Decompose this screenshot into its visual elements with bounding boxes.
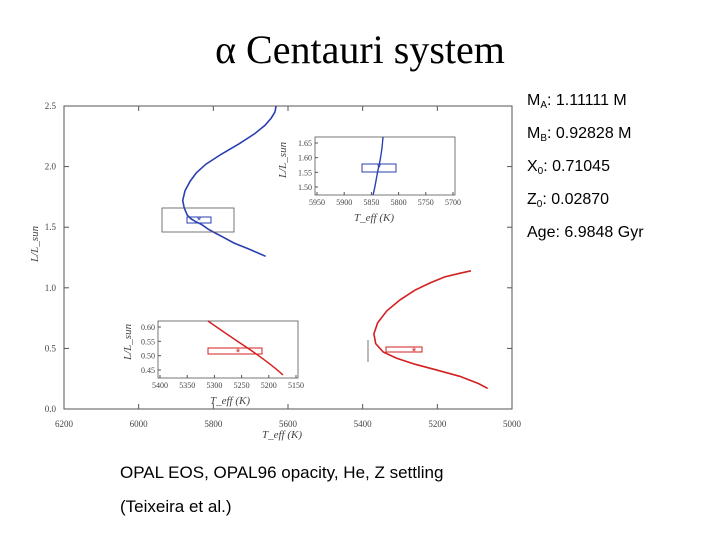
x-tick-label: 5400: [354, 419, 373, 429]
caption-physics: OPAL EOS, OPAL96 opacity, He, Z settling: [120, 463, 444, 482]
inset-x-tick-label: 5300: [206, 381, 222, 390]
param-3: Z0: 0.02870: [527, 192, 609, 213]
obs-box-b-inner: [385, 346, 423, 353]
inset-x-tick-label: 5800: [391, 198, 407, 207]
inset-a-ticks: 5950 5900 5850 5800 5750 5700 1.50 1.55 1.60 1.65: [298, 139, 461, 207]
inset-x-tick-label: 5750: [418, 198, 434, 207]
x-tick-label: 6000: [130, 419, 149, 429]
inset-a-track: [372, 136, 384, 196]
inset-x-tick-label: 5250: [234, 381, 250, 390]
param-value: : 1.11111 M: [547, 92, 627, 109]
param-label: M: [527, 92, 541, 109]
param-subscript: A: [540, 100, 547, 111]
inset-alpha-cen-b: 5400 5350 5300 5250 5200 5150 0.45 0.50 0.55 0.60…: [122, 320, 304, 407]
inset-b-obs-box: [207, 347, 263, 355]
inset-y-tick-label: 1.55: [298, 168, 312, 177]
inset-y-tick-label: 1.60: [298, 154, 312, 163]
x-tick-label: 6200: [55, 419, 74, 429]
inset-a-x-label: T_eff (K): [354, 212, 394, 224]
x-tick-label: 5600: [279, 419, 298, 429]
obs-marker-a: *: [197, 215, 202, 227]
y-tick-label: 1.5: [45, 222, 57, 232]
obs-marker-b: *: [412, 346, 417, 358]
inset-x-tick-label: 5400: [152, 381, 168, 390]
caption-reference: (Teixeira et al.): [120, 497, 232, 516]
inset-b-ticks: 5400 5350 5300 5250 5200 5150 0.45 0.50 0.55 0.60: [141, 323, 304, 390]
inset-a-frame: [314, 136, 456, 196]
inset-x-tick-label: 5850: [363, 198, 379, 207]
y-tick-label: 1.0: [45, 283, 57, 293]
y-tick-label: 0.0: [45, 404, 57, 414]
param-value: 6.9848 Gyr: [559, 224, 644, 241]
inset-x-tick-label: 5700: [445, 198, 461, 207]
inset-b-track: [207, 320, 284, 376]
inset-y-tick-label: 1.65: [298, 139, 312, 148]
inset-b-y-label: L/L_sun: [122, 323, 134, 361]
inset-y-tick-label: 0.45: [141, 366, 155, 375]
y-tick-label: 2.5: [45, 101, 57, 111]
param-subscript: B: [540, 133, 547, 144]
param-label: Z: [527, 191, 537, 208]
obs-box-a-inner: [186, 216, 212, 224]
param-subscript: 0: [536, 199, 543, 210]
obs-box-a-outer: [161, 207, 235, 233]
track-alpha-cen-a: [181, 105, 277, 258]
y-tick-label: 2.0: [45, 162, 57, 172]
param-subscript: 0: [537, 166, 544, 177]
x-tick-label: 5200: [428, 419, 447, 429]
x-tick-label: 5000: [503, 419, 522, 429]
inset-y-tick-label: 0.60: [141, 323, 155, 332]
slide-title: α Centauri system: [215, 27, 505, 72]
param-value: : 0.02870: [542, 191, 610, 208]
param-label: Age:: [527, 224, 560, 241]
param-0: MA: 1.11111 M: [527, 93, 627, 114]
inset-x-tick-label: 5950: [309, 198, 325, 207]
main-axis-ticks: 6200 6000 5800 5600 5400 5200 5000 0.0 0.5 1.0 1.5…: [45, 101, 522, 429]
inset-x-tick-label: 5200: [261, 381, 277, 390]
inset-a-obs-box: [361, 163, 397, 173]
main-x-axis-label: T_eff (K): [262, 429, 302, 441]
inset-x-tick-label: 5350: [179, 381, 195, 390]
inset-a-y-label: L/L_sun: [277, 141, 289, 179]
param-4: Age: 6.9848 Gyr: [527, 225, 644, 241]
param-value: : 0.71045: [543, 158, 610, 175]
inset-a-marker: *: [377, 162, 382, 174]
inset-y-tick-label: 1.50: [298, 183, 312, 192]
inset-x-tick-label: 5150: [288, 381, 304, 390]
inset-y-tick-label: 0.50: [141, 352, 155, 361]
inset-y-tick-label: 0.55: [141, 337, 155, 346]
param-label: M: [527, 125, 541, 142]
x-tick-label: 5800: [204, 419, 223, 429]
main-y-axis-label: L/L_sun: [29, 225, 41, 263]
param-2: X0: 0.71045: [527, 159, 610, 180]
observation-boxes: * *: [161, 207, 423, 362]
inset-b-marker: *: [236, 347, 241, 359]
param-label: X: [527, 158, 538, 175]
inset-b-x-label: T_eff (K): [210, 395, 250, 407]
y-tick-label: 0.5: [45, 343, 57, 353]
param-1: MB: 0.92828 M: [527, 126, 632, 147]
track-alpha-cen-b: [373, 270, 489, 390]
inset-x-tick-label: 5900: [336, 198, 352, 207]
param-value: : 0.92828 M: [547, 125, 632, 142]
inset-alpha-cen-a: 5950 5900 5850 5800 5750 5700 1.50 1.55 1.60 1.65…: [277, 136, 461, 224]
